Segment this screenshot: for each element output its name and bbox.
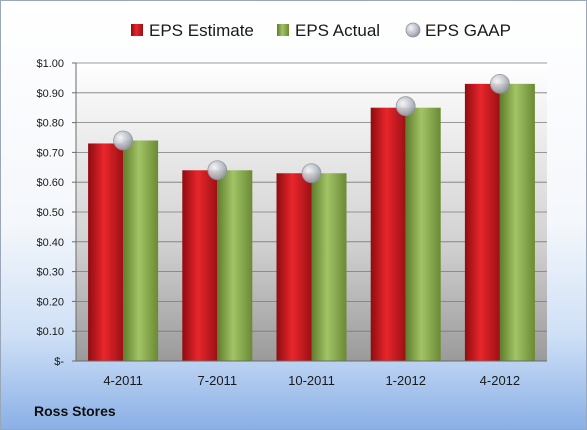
y-tick-label: $0.70 [36, 147, 64, 159]
y-tick-label: $0.90 [36, 88, 64, 100]
y-tick-label: $0.50 [36, 207, 64, 219]
eps-actual-bar [311, 173, 347, 361]
eps-estimate-bar [182, 170, 218, 361]
eps-estimate-bar [464, 83, 500, 362]
y-tick-label: $0.40 [36, 237, 64, 249]
legend: EPS Estimate EPS Actual EPS GAAP [131, 21, 511, 40]
legend-estimate-label: EPS Estimate [149, 21, 254, 40]
legend-actual-label: EPS Actual [295, 21, 380, 40]
eps-gaap-marker [113, 130, 133, 151]
x-tick-label: 7-2011 [198, 373, 238, 388]
y-axis: $- $0.10 $0.20 $0.30 $0.40 $0.50 $0.60 $0.70 $0.… [36, 58, 77, 368]
x-tick-label: 4-2012 [480, 373, 520, 388]
eps-estimate-bar [88, 143, 124, 361]
eps-actual-bar [217, 170, 253, 361]
eps-gaap-marker [301, 163, 322, 184]
y-tick-label: $0.30 [36, 267, 64, 279]
eps-gaap-marker [489, 73, 510, 94]
y-tick-label: $1.00 [36, 58, 64, 70]
x-tick-label: 1-2012 [385, 373, 425, 388]
y-tick-label: $- [54, 356, 64, 368]
legend-gaap-swatch [405, 22, 421, 38]
eps-estimate-bar [276, 173, 312, 361]
eps-gaap-marker [395, 96, 416, 117]
legend-estimate-swatch [131, 24, 143, 36]
eps-actual-bar [123, 140, 159, 361]
gaap-markers [113, 73, 510, 184]
x-tick-label: 4-2011 [103, 373, 143, 388]
company-label: Ross Stores [34, 403, 116, 419]
y-tick-label: $0.80 [36, 118, 64, 130]
eps-gaap-marker [207, 160, 228, 181]
eps-estimate-bar [370, 107, 406, 361]
y-tick-label: $0.60 [36, 177, 64, 189]
y-tick-label: $0.10 [36, 326, 64, 338]
legend-gaap-label: EPS GAAP [425, 21, 511, 40]
eps-actual-bar [499, 83, 535, 362]
x-tick-label: 10-2011 [288, 373, 335, 388]
y-tick-label: $0.20 [36, 296, 64, 308]
x-axis: 4-2011 7-2011 10-2011 1-2012 4-2012 [76, 360, 547, 388]
bars [88, 83, 535, 362]
eps-actual-bar [405, 107, 441, 361]
legend-actual-swatch [277, 24, 289, 36]
